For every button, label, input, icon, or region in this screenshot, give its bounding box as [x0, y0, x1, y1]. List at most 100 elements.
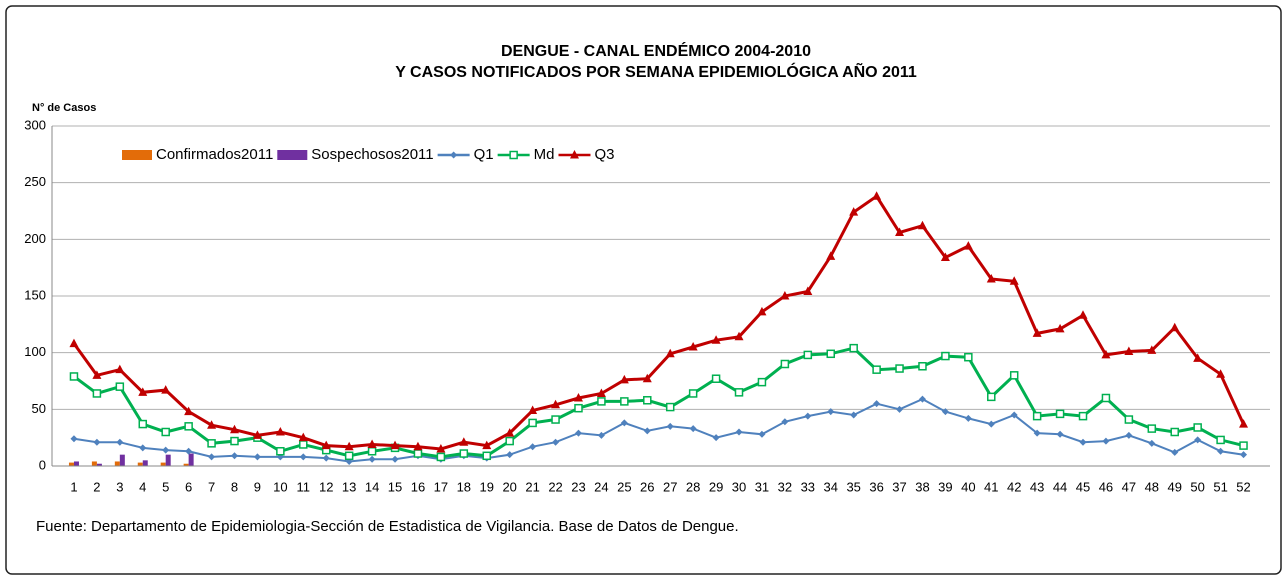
x-tick-label: 33: [801, 479, 815, 494]
marker: [1193, 353, 1203, 362]
marker: [184, 422, 193, 431]
marker: [299, 440, 308, 449]
marker: [711, 335, 721, 344]
marker: [1147, 424, 1157, 433]
x-tick-label: 24: [594, 479, 608, 494]
x-tick-label: 27: [663, 479, 677, 494]
bar: [114, 461, 120, 466]
marker: [413, 441, 423, 451]
frame: [5, 5, 1282, 575]
marker: [436, 444, 446, 453]
marker: [1101, 349, 1111, 359]
marker: [1170, 322, 1180, 332]
x-tick-label: 16: [411, 479, 425, 494]
marker: [643, 427, 651, 435]
marker: [1216, 435, 1225, 445]
marker: [826, 349, 835, 359]
marker: [1079, 438, 1087, 446]
marker: [1171, 448, 1179, 456]
y-tick-label: 200: [24, 231, 46, 246]
series-line: [73, 397, 1244, 463]
y-tick-label: 100: [24, 344, 46, 359]
marker: [482, 451, 492, 461]
marker: [139, 444, 147, 452]
x-tick-label: 3: [116, 479, 123, 494]
marker: [207, 439, 216, 448]
marker: [757, 377, 767, 387]
marker: [873, 400, 881, 408]
x-tick-label: 52: [1236, 479, 1250, 494]
y-tick-label: 250: [24, 174, 46, 189]
marker: [1124, 415, 1134, 424]
marker: [964, 414, 972, 422]
x-tick-label: 44: [1053, 479, 1067, 494]
marker: [895, 364, 904, 373]
legend-label: Q1: [474, 146, 494, 163]
x-tick-label: 11: [297, 479, 311, 494]
marker: [413, 449, 423, 458]
marker: [1216, 369, 1226, 378]
marker: [666, 422, 674, 430]
x-tick-label: 8: [231, 479, 238, 494]
marker: [688, 389, 698, 398]
marker: [367, 447, 377, 456]
marker: [940, 252, 950, 261]
marker: [551, 415, 560, 424]
marker: [230, 436, 239, 446]
bar: [183, 463, 189, 466]
marker: [758, 430, 766, 438]
marker: [780, 359, 790, 369]
x-tick-label: 41: [984, 479, 998, 494]
marker: [712, 434, 720, 442]
marker: [552, 438, 560, 446]
x-tick-label: 37: [892, 479, 906, 494]
source-note: Fuente: Departamento de Epidemiologia-Se…: [36, 518, 739, 535]
marker: [69, 338, 79, 348]
chart-subtitle: Y CASOS NOTIFICADOS POR SEMANA EPIDEMIOL…: [395, 61, 917, 81]
x-tick-label: 5: [162, 479, 169, 494]
bar: [119, 454, 125, 466]
marker: [1194, 436, 1202, 444]
marker: [895, 227, 905, 237]
y-tick-label: 300: [24, 117, 46, 132]
x-tick-label: 48: [1145, 479, 1159, 494]
marker: [367, 439, 377, 448]
marker: [734, 388, 744, 397]
x-tick-label: 1: [70, 479, 77, 494]
marker: [1101, 393, 1111, 403]
marker: [597, 397, 606, 406]
marker: [987, 420, 995, 428]
marker: [574, 429, 582, 437]
y-tick-label: 150: [24, 287, 46, 302]
marker: [299, 453, 307, 461]
x-tick-label: 38: [915, 479, 929, 494]
marker: [161, 427, 170, 437]
marker: [987, 392, 996, 402]
marker: [734, 331, 744, 341]
marker: [643, 396, 652, 405]
x-tick-label: 40: [961, 479, 975, 494]
marker: [1032, 328, 1042, 337]
marker: [1056, 430, 1064, 438]
marker: [344, 451, 354, 461]
x-tick-label: 25: [617, 479, 631, 494]
marker: [735, 428, 743, 436]
marker: [826, 251, 836, 260]
marker: [253, 453, 261, 461]
series-line: [73, 346, 1244, 459]
marker: [1147, 345, 1157, 354]
marker: [1032, 411, 1042, 421]
marker: [665, 348, 675, 358]
x-tick-label: 30: [732, 479, 746, 494]
marker: [1170, 427, 1179, 437]
marker: [711, 374, 721, 383]
x-tick-label: 45: [1076, 479, 1090, 494]
marker: [689, 425, 697, 433]
marker: [781, 418, 789, 426]
marker: [1009, 371, 1019, 380]
bar: [68, 462, 74, 466]
marker: [1010, 411, 1018, 419]
legend-label: Md: [534, 146, 555, 163]
x-tick-label: 32: [778, 479, 792, 494]
